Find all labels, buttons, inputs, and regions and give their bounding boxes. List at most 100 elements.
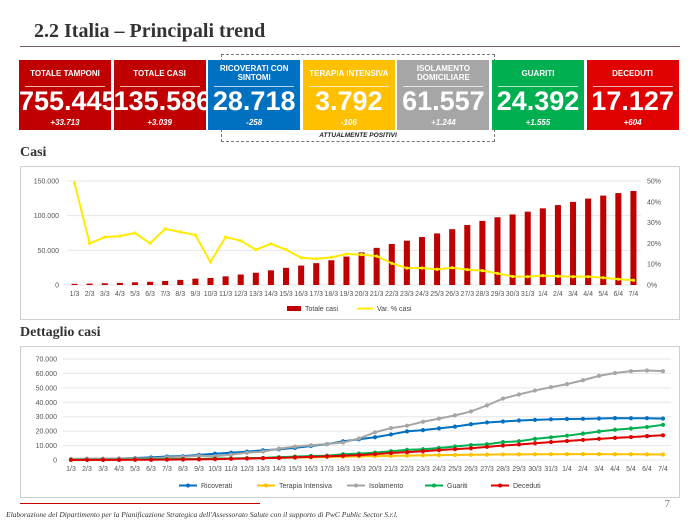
legend-marker [186, 483, 190, 488]
x-tick-label: 11/3 [219, 291, 232, 298]
bar [131, 282, 138, 285]
x-tick-label: 26/3 [445, 291, 459, 298]
line-point [532, 417, 538, 422]
line-point [103, 235, 107, 239]
line-point [596, 416, 602, 421]
line-point [612, 416, 618, 421]
line-point [516, 392, 522, 397]
x-tick-label: 18/3 [325, 291, 339, 298]
y2-tick-label: 20% [647, 241, 661, 248]
x-tick-label: 7/3 [162, 466, 172, 473]
line-point [244, 456, 250, 461]
x-tick-label: 17/3 [309, 291, 323, 298]
line-point [372, 435, 378, 440]
line-point [224, 235, 228, 239]
x-tick-label: 13/3 [249, 291, 263, 298]
page-number: 7 [664, 498, 671, 510]
line-point [631, 278, 636, 282]
legend-marker [498, 483, 502, 488]
line-point [548, 435, 554, 440]
line-point [132, 457, 138, 462]
x-tick-label: 10/3 [204, 291, 218, 298]
x-tick-label: 27/3 [460, 291, 474, 298]
line-point [388, 450, 394, 456]
line-point [484, 444, 490, 449]
legend-swatch [287, 306, 301, 311]
line-point [372, 452, 378, 457]
y-tick-label: 10.000 [36, 443, 58, 450]
line-point [516, 439, 522, 444]
y-tick-label: 0 [55, 283, 59, 290]
x-tick-label: 11/3 [224, 466, 237, 473]
line-point [556, 274, 560, 278]
casi-chart: 0 50.000 100.000 150.000 0% 10% 20% 30% 40% 50% 1/… [20, 166, 680, 320]
line-point [468, 452, 474, 457]
bar [252, 272, 259, 285]
section-title-dettaglio: Dettaglio casi [20, 325, 101, 340]
line-point [276, 446, 282, 451]
x-tick-label: 5/4 [598, 291, 608, 298]
y-tick-label: 50.000 [36, 385, 58, 392]
line-point [72, 181, 77, 185]
bar [570, 201, 577, 285]
line-point [344, 252, 349, 256]
line-point [541, 274, 545, 278]
line-point [388, 425, 394, 431]
line-point [526, 275, 530, 279]
x-tick-label: 15/3 [288, 466, 302, 473]
line-point [228, 452, 234, 457]
x-tick-label: 19/3 [340, 291, 354, 298]
line-point [532, 441, 538, 446]
line-point [511, 274, 515, 279]
line-point [580, 416, 586, 421]
x-tick-label: 25/3 [448, 466, 462, 473]
line-point [612, 435, 618, 440]
kpi-label: TERAPIA INTENSIVA [309, 68, 389, 78]
line-point [612, 427, 618, 432]
line-point [644, 424, 650, 430]
line-point [548, 452, 554, 457]
line-point [596, 452, 602, 457]
line-point [452, 452, 458, 458]
x-tick-label: 22/3 [400, 466, 414, 473]
line-point [596, 373, 602, 378]
line-point [484, 420, 490, 425]
kpi-delta: +3.039 [147, 118, 172, 127]
line-point [580, 378, 586, 383]
line-point [644, 434, 650, 439]
x-tick-label: 5/3 [130, 291, 140, 298]
bar [192, 278, 199, 285]
bar [630, 190, 637, 285]
x-tick-label: 1/3 [70, 291, 80, 298]
line-point [244, 450, 250, 455]
line-point [580, 452, 586, 457]
line-point [436, 448, 442, 453]
line-point [404, 429, 410, 434]
line-point [628, 416, 634, 421]
legend-label: Terapia Intensiva [279, 483, 332, 490]
kpi-value: 135.586 [113, 86, 212, 116]
kpi-tile-4: ISOLAMENTO DOMICILIARE 61.557 +1.244 [397, 60, 490, 130]
x-tick-label: 9/3 [194, 466, 204, 473]
line-point [340, 453, 346, 458]
line-point [468, 422, 474, 427]
legend-label: Isolamento [369, 483, 403, 490]
bar [479, 220, 486, 285]
kpi-value: 3.792 [315, 86, 383, 116]
line-point [133, 231, 137, 235]
kpi-divider [403, 86, 484, 87]
x-tick-label: 28/3 [476, 291, 490, 298]
bar [283, 267, 290, 285]
kpi-delta: -106 [340, 118, 357, 127]
x-tick-label: 23/3 [416, 466, 430, 473]
x-tick-label: 2/4 [553, 291, 563, 298]
dettaglio-chart: 0 10.000 20.000 30.000 40.000 50.000 60.000 70.… [20, 346, 680, 498]
line-point [388, 432, 394, 437]
line-point [516, 418, 522, 423]
x-tick-label: 7/3 [160, 291, 170, 298]
legend-label: Deceduti [513, 483, 541, 490]
bar [524, 211, 531, 285]
line-point [100, 457, 106, 462]
line-point [564, 416, 570, 422]
x-tick-label: 7/4 [658, 466, 668, 473]
